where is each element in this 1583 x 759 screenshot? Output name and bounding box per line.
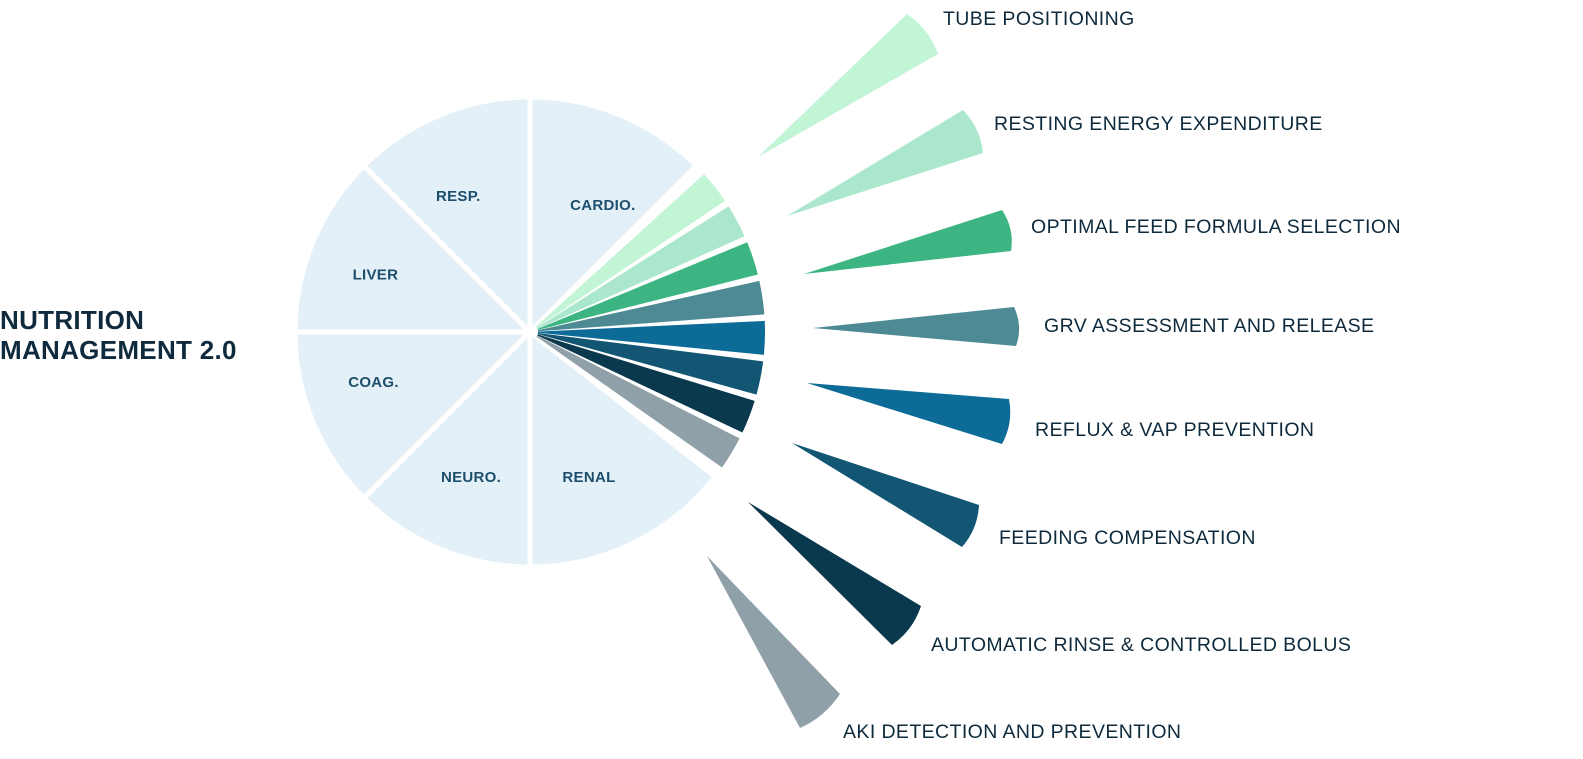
feature-rays	[707, 14, 1020, 728]
feature-label-grv-assessment-and-release: GRV ASSESSMENT AND RELEASE	[1044, 315, 1374, 337]
feature-ray-reflux-and-vap-prevention	[807, 383, 1011, 444]
segment-label-coag: COAG.	[348, 374, 399, 391]
feature-label-feeding-compensation: FEEDING COMPENSATION	[999, 527, 1256, 549]
feature-ray-grv-assessment-and-release	[813, 307, 1020, 346]
organ-labels: CARDIO. RESP. LIVER COAG. NEURO. RENAL	[348, 188, 635, 486]
feature-ray-tube-positioning	[758, 14, 938, 157]
feature-label-resting-energy-expenditure: RESTING ENERGY EXPENDITURE	[994, 113, 1323, 135]
feature-ray-feeding-compensation	[792, 443, 979, 547]
feature-wedges	[535, 174, 765, 468]
segment-cardio	[527, 94, 700, 339]
feature-wedge-optimal-feed-formula-selection	[537, 242, 758, 331]
feature-ray-automatic-rinse-and-controlled-bolus	[748, 502, 921, 645]
segment-coag	[292, 329, 537, 502]
organ-wheel	[292, 94, 719, 570]
segment-renal	[527, 326, 719, 570]
feature-label-tube-positioning: TUBE POSITIONING	[943, 8, 1135, 30]
feature-wedge-reflux-and-vap-prevention	[537, 320, 765, 355]
feature-label-automatic-rinse-and-controlled-bolus: AUTOMATIC RINSE & CONTROLLED BOLUS	[931, 634, 1351, 656]
segment-label-cardio: CARDIO.	[570, 197, 635, 214]
feature-wedge-automatic-rinse-and-controlled-bolus	[537, 334, 755, 433]
segment-resp	[360, 94, 533, 339]
segment-neuro	[360, 325, 533, 570]
feature-labels: TUBE POSITIONING RESTING ENERGY EXPENDITU…	[843, 8, 1401, 743]
feature-ray-resting-energy-expenditure	[787, 110, 983, 216]
segment-label-liver: LIVER	[353, 267, 399, 284]
feature-wedge-resting-energy-expenditure	[536, 206, 745, 329]
feature-wedge-aki-detection-and-prevention	[536, 335, 740, 468]
feature-ray-aki-detection-and-prevention	[707, 556, 840, 728]
feature-wedge-grv-assessment-and-release	[537, 280, 765, 332]
feature-label-aki-detection-and-prevention: AKI DETECTION AND PREVENTION	[843, 721, 1181, 743]
segment-label-resp: RESP.	[436, 188, 481, 205]
title-line-2: MANAGEMENT 2.0	[0, 335, 237, 365]
segment-label-renal: RENAL	[562, 469, 615, 486]
feature-ray-optimal-feed-formula-selection	[804, 210, 1012, 274]
feature-wedge-tube-positioning	[535, 174, 725, 328]
title-line-1: NUTRITION	[0, 305, 145, 335]
diagram-title: NUTRITION MANAGEMENT 2.0	[0, 305, 237, 365]
segment-label-neuro: NEURO.	[441, 469, 501, 486]
feature-wedge-feeding-compensation	[537, 332, 764, 395]
segment-liver	[292, 162, 537, 335]
feature-label-reflux-and-vap-prevention: REFLUX & VAP PREVENTION	[1035, 419, 1314, 441]
feature-label-optimal-feed-formula-selection: OPTIMAL FEED FORMULA SELECTION	[1031, 216, 1401, 238]
